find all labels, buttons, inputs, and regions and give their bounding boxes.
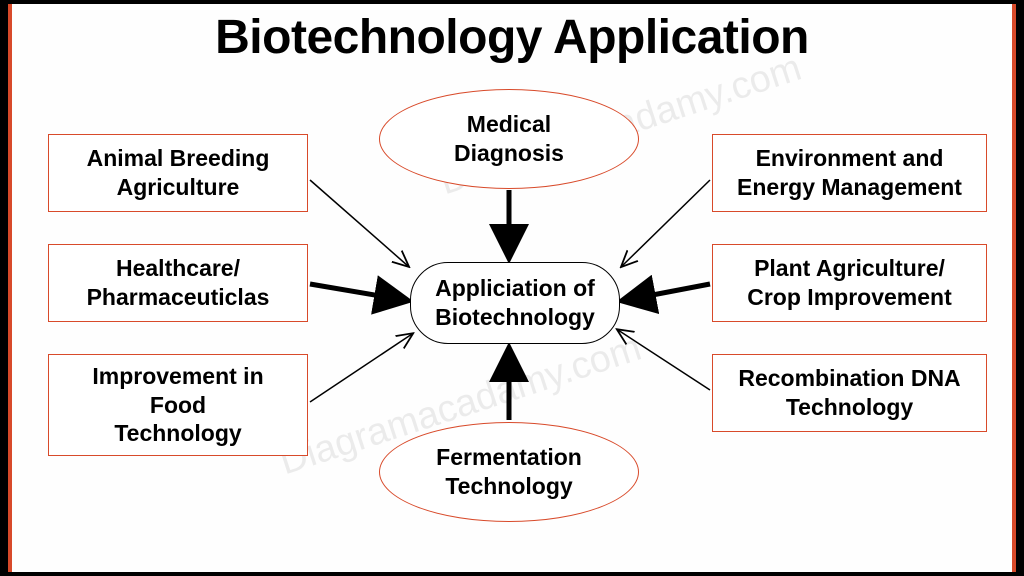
box-animal: Animal BreedingAgriculture: [48, 134, 308, 212]
arrow-animal: [310, 180, 408, 266]
box-food: Improvement inFoodTechnology: [48, 354, 308, 456]
ellipse-fermentation: FermentationTechnology: [379, 422, 639, 522]
box-health: Healthcare/Pharmaceuticlas: [48, 244, 308, 322]
arrow-health: [310, 284, 404, 300]
arrow-food: [310, 334, 412, 402]
box-plant: Plant Agriculture/Crop Improvement: [712, 244, 987, 322]
ellipse-medical: MedicalDiagnosis: [379, 89, 639, 189]
box-env: Environment andEnergy Management: [712, 134, 987, 212]
diagram-frame: Diagramacadamy.com Diagramacadamy.com Bi…: [8, 4, 1016, 572]
box-dna: Recombination DNATechnology: [712, 354, 987, 432]
center-node: Appliciation ofBiotechnology: [410, 262, 620, 344]
arrow-env: [622, 180, 710, 266]
arrow-plant: [626, 284, 710, 300]
arrow-dna: [618, 330, 710, 390]
page-title: Biotechnology Application: [12, 10, 1012, 65]
